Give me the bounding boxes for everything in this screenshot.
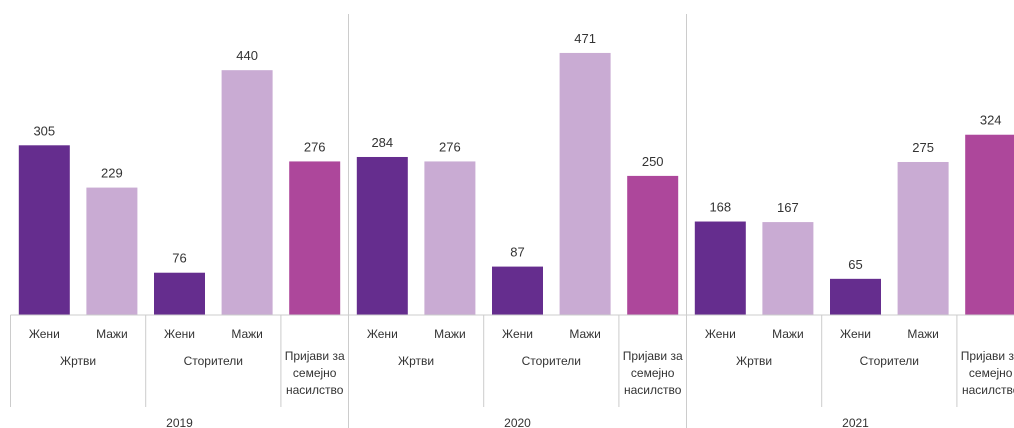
data-label: 65 xyxy=(848,257,862,272)
category-label: Мажи xyxy=(772,327,804,341)
bar[interactable] xyxy=(492,266,543,315)
bar[interactable] xyxy=(424,161,476,315)
data-label: 87 xyxy=(510,245,524,260)
bar[interactable] xyxy=(897,161,949,315)
subgroup-label-line: Пријави за xyxy=(961,349,1014,363)
bar[interactable] xyxy=(627,175,679,315)
bar[interactable] xyxy=(559,52,611,315)
category-label: Мажи xyxy=(569,327,601,341)
data-label: 76 xyxy=(172,251,186,266)
subgroup-label-line: семејно xyxy=(631,366,675,380)
subgroup-label-line: насилство xyxy=(962,383,1014,397)
data-label: 305 xyxy=(33,123,55,138)
category-label: Мажи xyxy=(96,327,128,341)
bar[interactable] xyxy=(694,221,746,315)
category-label: Жени xyxy=(29,327,60,341)
subgroup-label-line: семејно xyxy=(969,366,1013,380)
bar[interactable] xyxy=(154,272,205,315)
subgroup-label-line: Пријави за xyxy=(285,349,345,363)
category-label: Жени xyxy=(164,327,195,341)
subgroup-label: Сторители xyxy=(184,354,243,368)
data-label: 276 xyxy=(439,139,461,154)
category-label: Жени xyxy=(367,327,398,341)
data-label: 276 xyxy=(304,139,326,154)
data-label: 229 xyxy=(101,166,123,181)
category-label: Мажи xyxy=(231,327,263,341)
subgroup-label: Жртви xyxy=(736,354,772,368)
subgroup-label: Пријави за семејно насилство xyxy=(285,349,345,397)
data-label: 250 xyxy=(642,154,664,169)
data-label: 284 xyxy=(371,135,393,150)
bar[interactable] xyxy=(221,70,273,316)
bar[interactable] xyxy=(762,222,814,315)
data-label: 275 xyxy=(912,140,934,155)
subgroup-label: Пријави за семејно насилство xyxy=(961,349,1014,397)
bar[interactable] xyxy=(830,278,881,315)
bar[interactable] xyxy=(289,161,341,315)
bar[interactable] xyxy=(86,187,138,315)
subgroup-label-line: насилство xyxy=(624,383,682,397)
subgroup-label-line: семејно xyxy=(293,366,337,380)
subgroup-label: Сторители xyxy=(522,354,581,368)
subgroup-label-line: насилство xyxy=(286,383,344,397)
year-label: 2020 xyxy=(504,416,531,428)
subgroup-label: Пријави за семејно насилство xyxy=(623,349,683,397)
subgroup-label: Жртви xyxy=(60,354,96,368)
year-label: 2019 xyxy=(166,416,193,428)
subgroup-label-line: Пријави за xyxy=(623,349,683,363)
category-label: Мажи xyxy=(434,327,466,341)
subgroup-label: Сторители xyxy=(860,354,919,368)
data-label: 324 xyxy=(980,113,1002,128)
category-label: Жени xyxy=(705,327,736,341)
category-label: Мажи xyxy=(907,327,939,341)
data-label: 471 xyxy=(574,31,596,46)
category-label: Жени xyxy=(502,327,533,341)
data-label: 168 xyxy=(709,200,731,215)
bar[interactable] xyxy=(356,156,408,315)
data-label: 167 xyxy=(777,200,799,215)
subgroup-label: Жртви xyxy=(398,354,434,368)
bar[interactable] xyxy=(18,145,70,315)
data-label: 440 xyxy=(236,48,258,63)
category-label: Жени xyxy=(840,327,871,341)
bar[interactable] xyxy=(965,134,1014,315)
year-label: 2021 xyxy=(842,416,869,428)
